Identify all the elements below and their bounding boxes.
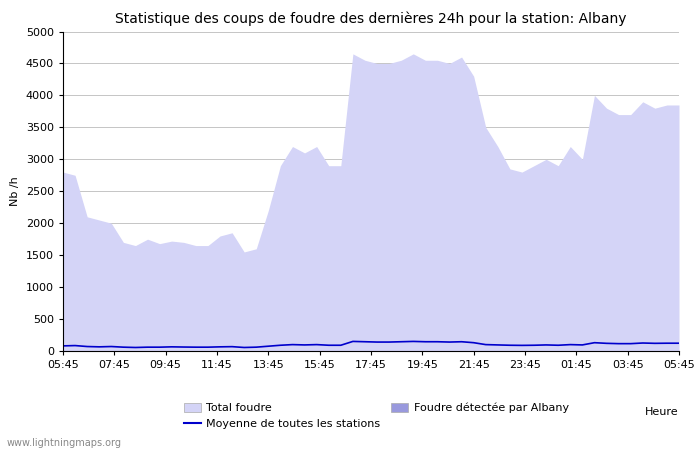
Title: Statistique des coups de foudre des dernières 24h pour la station: Albany: Statistique des coups de foudre des dern… — [116, 12, 626, 26]
Text: www.lightningmaps.org: www.lightningmaps.org — [7, 438, 122, 448]
Legend: Total foudre, Moyenne de toutes les stations, Foudre détectée par Albany: Total foudre, Moyenne de toutes les stat… — [179, 398, 573, 433]
Y-axis label: Nb /h: Nb /h — [10, 176, 20, 206]
Text: Heure: Heure — [645, 407, 679, 417]
